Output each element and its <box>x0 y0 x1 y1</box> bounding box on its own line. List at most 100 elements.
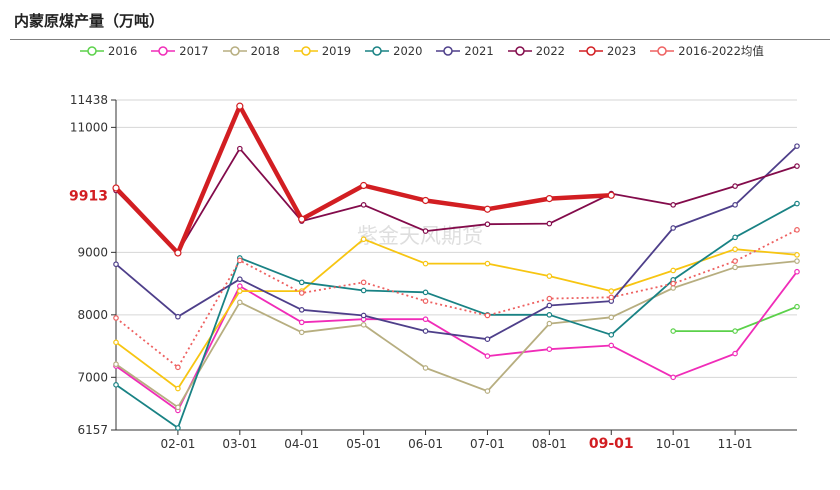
data-point <box>484 312 491 319</box>
data-point <box>236 102 244 110</box>
data-point <box>422 260 429 267</box>
legend-label: 2023 <box>606 44 637 58</box>
legend-item[interactable]: 2021 <box>436 44 494 58</box>
data-point <box>237 276 243 283</box>
data-point <box>422 365 429 371</box>
data-point <box>113 315 119 321</box>
legend-label: 2016 <box>108 44 138 58</box>
data-point <box>546 273 553 279</box>
data-point <box>360 236 367 243</box>
y-tick-label: 6157 <box>77 423 108 437</box>
series-line <box>673 305 798 332</box>
data-point <box>422 289 429 296</box>
legend-label: 2017 <box>179 44 209 58</box>
data-point <box>174 249 182 257</box>
series-lines <box>112 102 800 431</box>
data-point <box>546 312 553 318</box>
legend-swatch <box>222 46 247 56</box>
y-tick-label: 9000 <box>77 245 108 259</box>
x-tick-label: 05-01 <box>346 437 381 451</box>
legend-item[interactable]: 2017 <box>151 44 209 58</box>
data-point <box>422 298 429 304</box>
data-point <box>113 339 119 346</box>
data-point <box>732 202 738 208</box>
data-point <box>113 261 119 268</box>
data-point <box>608 342 615 349</box>
data-point <box>237 288 243 294</box>
legend-swatch <box>650 46 675 56</box>
legend-swatch <box>293 46 318 56</box>
legend-item[interactable]: 2016-2022均值 <box>650 43 764 59</box>
y-tick-label: 7000 <box>77 370 108 384</box>
data-point <box>237 145 243 152</box>
legend-item[interactable]: 2016 <box>80 44 137 58</box>
data-point <box>608 314 615 321</box>
x-tick-label: 06-01 <box>408 437 443 451</box>
data-point <box>298 279 305 286</box>
data-point <box>483 205 492 213</box>
data-point <box>670 202 676 208</box>
legend-item[interactable]: 2022 <box>507 44 565 58</box>
legend-label: 2019 <box>321 44 352 58</box>
legend-swatch <box>365 46 390 56</box>
data-point <box>175 404 181 411</box>
data-point <box>732 234 738 241</box>
y-tick-label: 8000 <box>77 308 108 322</box>
data-point <box>360 181 368 190</box>
data-point <box>237 257 243 264</box>
legend-item[interactable]: 2019 <box>293 44 352 58</box>
legend-swatch <box>578 46 603 56</box>
y-tick-label: 11000 <box>70 120 108 134</box>
data-point <box>607 191 615 199</box>
data-point <box>422 328 429 334</box>
data-point <box>794 143 800 149</box>
legend-swatch <box>507 46 532 56</box>
axis-labels: 6157 7000 8000 9000 11000 11438 9913 02-01 03-01… <box>69 93 752 452</box>
data-point <box>484 221 491 228</box>
legend-swatch <box>80 46 104 56</box>
y-tick-label: 11438 <box>70 93 108 107</box>
legend-item[interactable]: 2023 <box>578 44 637 58</box>
legend-label: 2021 <box>464 44 494 58</box>
data-point <box>732 350 738 357</box>
legend-swatch <box>151 46 176 56</box>
chart-legend[interactable]: 2016 2017 2018 2019 2020 2021 2022 2023 2016-202… <box>80 41 778 61</box>
data-point <box>484 388 491 394</box>
x-tick-label: 11-01 <box>718 437 753 451</box>
data-point <box>546 320 553 327</box>
legend-label: 2020 <box>393 44 423 58</box>
data-point <box>298 319 305 326</box>
data-point <box>546 220 553 227</box>
data-point <box>422 228 429 234</box>
data-point <box>360 279 367 286</box>
data-point <box>112 184 120 192</box>
data-point <box>484 260 491 267</box>
x-tick-label: 07-01 <box>470 437 505 451</box>
data-point <box>360 287 367 294</box>
series-2016 <box>670 303 800 334</box>
data-point <box>794 227 800 233</box>
data-point <box>422 316 429 323</box>
data-point <box>794 303 800 310</box>
series-line <box>115 238 798 390</box>
data-point <box>175 313 181 320</box>
legend-label: 2016-2022均值 <box>678 44 764 58</box>
legend-item[interactable]: 2018 <box>222 44 280 58</box>
x-tick-label: 04-01 <box>284 437 319 451</box>
legend-label: 2022 <box>535 44 565 58</box>
data-point <box>421 196 430 205</box>
data-point <box>794 163 800 169</box>
data-point <box>732 183 738 189</box>
data-point <box>360 202 367 208</box>
x-tick-label: 10-01 <box>656 437 691 451</box>
data-point <box>175 364 181 371</box>
legend-swatch <box>436 46 461 56</box>
data-point <box>175 425 181 431</box>
data-point <box>608 288 615 294</box>
series-line <box>115 260 798 409</box>
data-point <box>794 258 800 264</box>
data-point <box>794 268 800 275</box>
series-line <box>115 229 798 369</box>
legend-item[interactable]: 2020 <box>365 44 422 58</box>
